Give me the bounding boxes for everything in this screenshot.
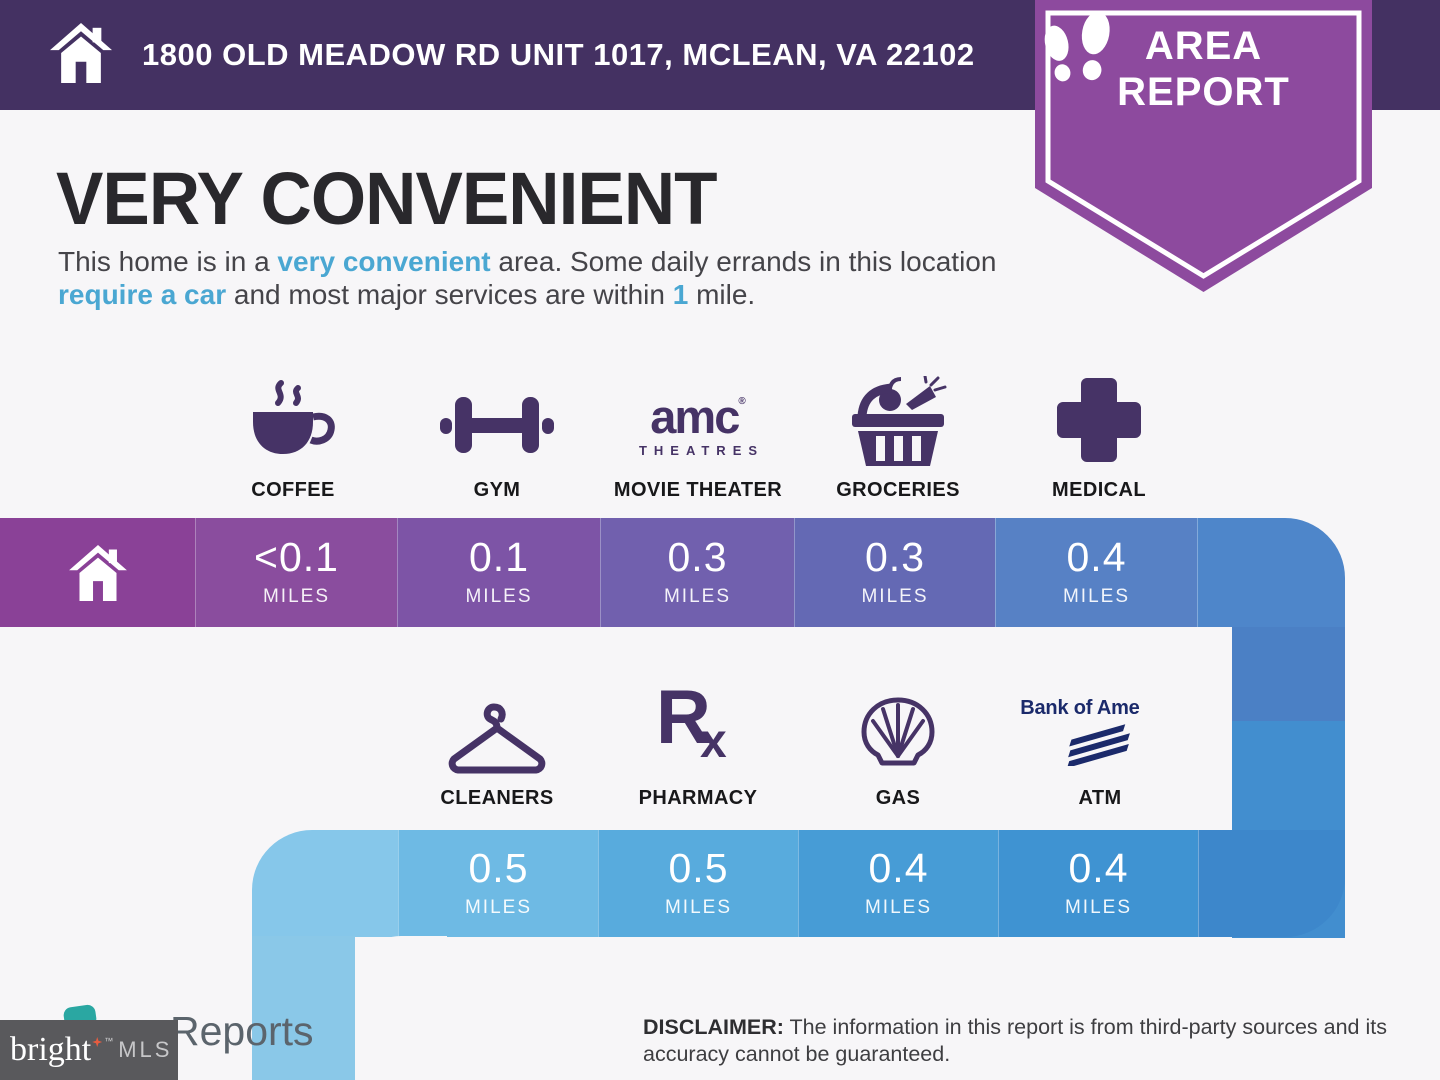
amenity-medical: MEDICAL <box>987 372 1211 502</box>
distance-unit: MILES <box>1062 586 1131 607</box>
distance-value: 0.3 <box>667 534 728 580</box>
footprints-icon <box>1044 11 1110 82</box>
distance-segment-gym: 0.1 MILES <box>397 518 600 627</box>
area-report-badge: AREA REPORT <box>1035 0 1372 292</box>
distance-value: 0.4 <box>1068 845 1129 891</box>
amenity-label: GYM <box>473 479 521 501</box>
shell-gas-logo <box>861 697 935 766</box>
amenity-label: MOVIE THEATER <box>613 479 783 501</box>
description-part: and most major services are within <box>226 278 673 310</box>
badge-title-line1: AREA <box>1144 24 1263 68</box>
home-segment <box>0 518 195 627</box>
house-icon <box>68 544 127 601</box>
home-icon <box>50 22 112 84</box>
distance-value: 0.1 <box>469 534 529 580</box>
distance-value: 0.5 <box>468 845 529 891</box>
star-icon <box>92 1037 103 1047</box>
amenity-coffee: COFFEE <box>181 372 405 502</box>
badge-ribbon-shape <box>1035 0 1372 292</box>
bar1-right-cap <box>1197 518 1345 627</box>
hanger-icon <box>448 703 546 774</box>
distance-unit: MILES <box>664 897 733 918</box>
amenity-label: COFFEE <box>251 479 335 501</box>
description-part: This home is in a <box>58 246 278 277</box>
distance-bar-row1: <0.1 MILES 0.1 MILES 0.3 MILES 0.3 MILES… <box>0 518 1345 627</box>
distance-unit: MILES <box>864 897 933 918</box>
bright-wordmark: bright <box>10 1031 92 1068</box>
description-part: area. Some daily errands in this locatio… <box>490 246 997 277</box>
amenity-cleaners: CLEANERS <box>385 674 609 810</box>
bar2-right-cap <box>1198 830 1345 937</box>
distance-segment-groceries: 0.3 MILES <box>794 518 995 627</box>
connector-inner-corner-right <box>1140 627 1232 830</box>
distance-value: <0.1 <box>254 534 339 580</box>
distance-value: 0.4 <box>1066 534 1127 580</box>
page-title: VERY CONVENIENT <box>56 157 718 240</box>
grocery-basket-icon <box>852 376 947 466</box>
amenity-label: CLEANERS <box>440 787 554 809</box>
amenity-gym: GYM <box>385 372 609 502</box>
amenity-movie-theater: amc® THEATRES MOVIE THEATER <box>586 372 810 502</box>
distance-segment-coffee: <0.1 MILES <box>195 518 397 627</box>
highlight-one-mile: 1 <box>672 278 689 310</box>
amenity-label: MEDICAL <box>1052 479 1146 501</box>
distance-unit: MILES <box>663 586 732 607</box>
distance-segment-pharmacy: 0.5 MILES <box>598 830 798 937</box>
distance-segment-cleaners: 0.5 MILES <box>398 830 598 937</box>
bright-mls-watermark: bright ™ MLS <box>0 1020 178 1080</box>
connector-upper <box>1232 627 1345 721</box>
distance-segment-movie-theater: 0.3 MILES <box>600 518 794 627</box>
distance-segment-gas: 0.4 MILES <box>798 830 998 937</box>
bank-of-america-flag-icon <box>1067 724 1130 766</box>
partial-logo-text: Reports <box>170 1008 314 1054</box>
badge-title-line2: REPORT <box>1117 70 1290 114</box>
distance-unit: MILES <box>465 586 533 607</box>
coffee-cup-icon <box>253 380 335 454</box>
disclaimer-label: DISCLAIMER: <box>643 1015 784 1039</box>
distance-unit: MILES <box>262 586 331 607</box>
distance-unit: MILES <box>464 897 533 918</box>
distance-segment-medical: 0.4 MILES <box>995 518 1197 627</box>
highlight-require-a-car: require a car <box>58 278 227 310</box>
path-connector-left <box>252 936 355 1080</box>
description-paragraph: This home is in a very convenient area. … <box>58 246 1018 312</box>
distance-bar-row2: 0.5 MILES 0.5 MILES 0.4 MILES 0.4 MILES <box>252 830 1345 937</box>
medical-cross-icon <box>1057 378 1141 462</box>
amenity-gas: GAS <box>786 674 1010 810</box>
distance-value: 0.3 <box>865 534 925 580</box>
mls-wordmark: MLS <box>118 1037 173 1062</box>
disclaimer-text: DISCLAIMER: The information in this repo… <box>643 1015 1387 1067</box>
bar2-left-corner <box>252 830 398 937</box>
description-part: mile. <box>688 278 756 310</box>
trademark-symbol: ™ <box>104 1036 114 1046</box>
connector-inner-corner-left <box>355 936 447 1080</box>
dumbbell-icon <box>440 397 554 453</box>
amenity-label: GAS <box>875 787 921 809</box>
distance-unit: MILES <box>1064 897 1133 918</box>
rx-icon: R x <box>656 675 727 768</box>
amenity-label: ATM <box>1078 787 1122 809</box>
distance-segment-atm: 0.4 MILES <box>998 830 1198 937</box>
property-address: 1800 OLD MEADOW RD UNIT 1017, MCLEAN, VA… <box>142 37 975 72</box>
amenity-label: PHARMACY <box>638 787 758 809</box>
amc-logo-subtext: THEATRES <box>638 443 765 458</box>
distance-value: 0.4 <box>868 845 929 891</box>
amc-theatres-logo: amc® THEATRES <box>639 390 757 458</box>
distance-value: 0.5 <box>668 845 729 891</box>
amc-logo-wordmark: amc® <box>650 390 746 444</box>
amenity-pharmacy: R x PHARMACY <box>586 674 810 810</box>
distance-unit: MILES <box>861 586 929 607</box>
highlight-very-convenient: very convenient <box>277 246 491 277</box>
amenity-label: GROCERIES <box>836 479 960 501</box>
amenity-groceries: GROCERIES <box>786 372 1010 502</box>
